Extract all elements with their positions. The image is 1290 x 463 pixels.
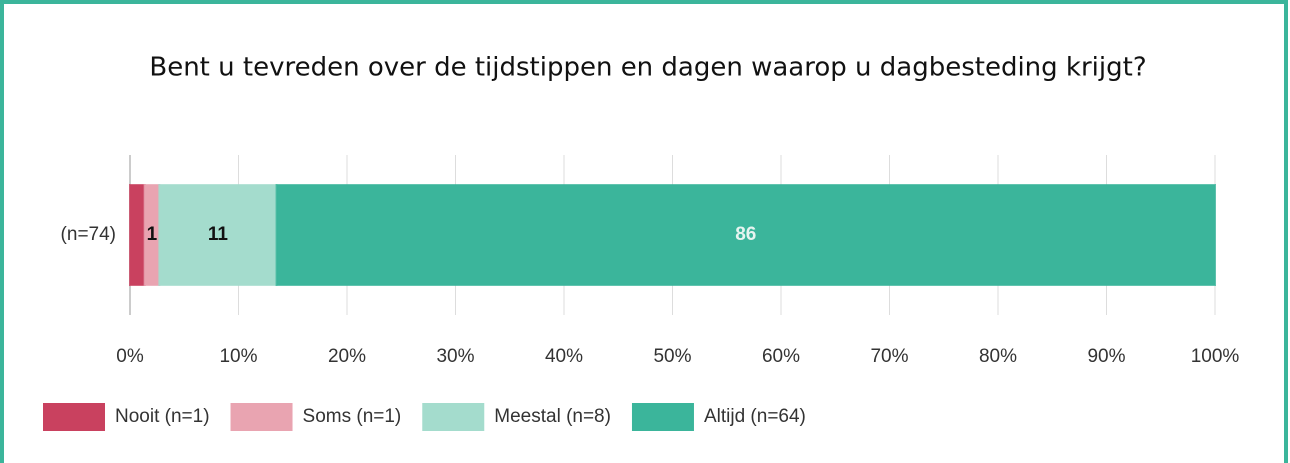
bar-segment xyxy=(275,184,1216,286)
chart-title: Bent u tevreden over de tijdstippen en d… xyxy=(149,53,1146,83)
legend-swatch xyxy=(43,403,105,431)
data-label: 86 xyxy=(735,224,756,245)
x-tick-label: 50% xyxy=(653,346,691,367)
x-tick-label: 10% xyxy=(219,346,257,367)
x-tick-label: 90% xyxy=(1087,346,1125,367)
x-tick-label: 100% xyxy=(1191,346,1240,367)
y-tick-label: (n=74) xyxy=(61,224,116,245)
x-tick-label: 40% xyxy=(545,346,583,367)
data-label: 1 xyxy=(147,224,158,245)
x-tick-label: 30% xyxy=(436,346,474,367)
legend-swatch xyxy=(631,403,694,431)
legend-label: Nooit (n=1) xyxy=(115,406,210,427)
legend-label: Altijd (n=64) xyxy=(704,406,806,427)
legend-label: Soms (n=1) xyxy=(303,406,402,427)
x-tick-label: 60% xyxy=(762,346,800,367)
x-tick-label: 20% xyxy=(328,346,366,367)
x-tick-label: 0% xyxy=(116,346,144,367)
x-tick-label: 80% xyxy=(979,346,1017,367)
legend-swatch xyxy=(422,403,485,431)
x-tick-label: 70% xyxy=(870,346,908,367)
legend-swatch xyxy=(230,403,293,431)
legend-label: Meestal (n=8) xyxy=(494,406,611,427)
bar-segment xyxy=(129,184,146,286)
data-label: 11 xyxy=(208,224,229,245)
bar-segment xyxy=(158,184,278,286)
